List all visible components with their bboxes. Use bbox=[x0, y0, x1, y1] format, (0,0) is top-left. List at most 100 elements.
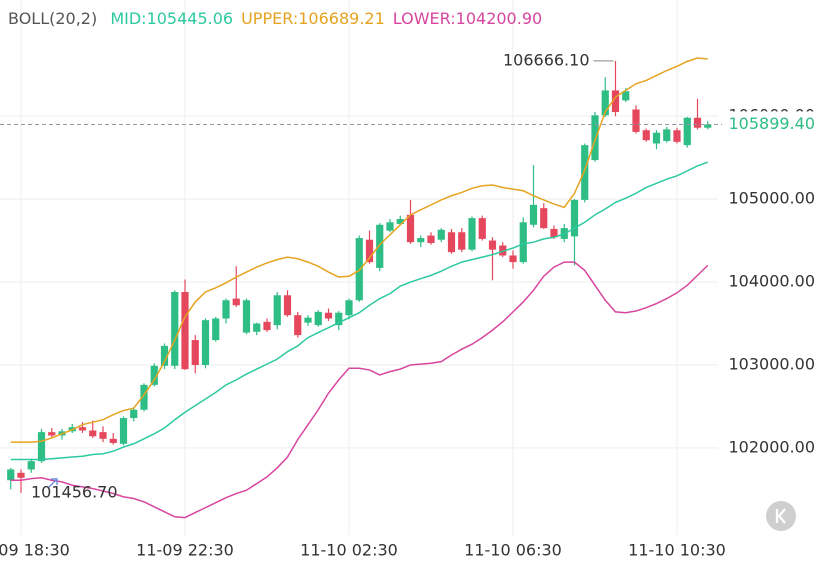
legend-name: UPPER bbox=[241, 9, 293, 28]
x-tick-label: 11-09 18:30 bbox=[0, 541, 70, 560]
legend-entry: LOWER:104200.90 bbox=[393, 9, 542, 28]
candle-body bbox=[232, 298, 240, 306]
button-bg[interactable] bbox=[766, 501, 796, 531]
legend-separator: : bbox=[141, 9, 146, 28]
candle-body bbox=[314, 311, 322, 326]
candle-body bbox=[150, 365, 158, 385]
candle-body bbox=[611, 90, 620, 112]
y-tick-label: 105000.00 bbox=[728, 189, 815, 208]
candle-body bbox=[263, 321, 271, 331]
candle-body bbox=[652, 132, 661, 144]
candle-body bbox=[581, 145, 589, 200]
candle-body bbox=[437, 229, 445, 240]
candle-body bbox=[191, 340, 199, 365]
indicator-values: MID:105445.06 UPPER:106689.21 LOWER:104200… bbox=[110, 9, 542, 28]
x-tick-label: 11-09 22:30 bbox=[136, 541, 234, 560]
current-price-tag bbox=[722, 111, 829, 138]
band-line bbox=[10, 261, 709, 519]
x-tick-label: 11-10 06:30 bbox=[464, 541, 562, 560]
candle-body bbox=[171, 291, 179, 366]
x-tick-label: 11-10 02:30 bbox=[300, 541, 398, 560]
candle-body bbox=[294, 315, 302, 336]
candle-body bbox=[17, 472, 25, 478]
y-tick-label: 102000.00 bbox=[728, 437, 815, 456]
candle-body bbox=[570, 199, 579, 237]
candle-body bbox=[222, 300, 230, 319]
candle-body bbox=[622, 91, 630, 101]
candle-body bbox=[519, 222, 527, 263]
candle-body bbox=[529, 204, 538, 225]
candle-body bbox=[376, 224, 384, 268]
indicator-header: BOLL(20,2) MID:105445.06 UPPER:106689.21 L… bbox=[8, 9, 542, 28]
legend-separator: : bbox=[450, 9, 455, 28]
candle-body bbox=[212, 318, 220, 341]
candle-body bbox=[509, 255, 517, 263]
candle-body bbox=[663, 129, 671, 142]
button-icon bbox=[775, 508, 786, 524]
candle-body bbox=[109, 438, 117, 443]
candle-body bbox=[283, 295, 292, 316]
candle-body bbox=[160, 345, 169, 366]
candle-body bbox=[130, 409, 138, 419]
legend-value: 104200.90 bbox=[456, 9, 543, 28]
candle-body bbox=[140, 384, 148, 410]
legend-entry: MID:105445.06 bbox=[110, 9, 233, 28]
candle-body bbox=[253, 323, 261, 332]
candle-body bbox=[427, 235, 435, 244]
candle-body bbox=[704, 124, 712, 128]
indicator-name: BOLL(20,2) bbox=[8, 9, 97, 28]
candle-body bbox=[78, 427, 87, 431]
candle-body bbox=[540, 208, 548, 229]
min-pointer bbox=[48, 478, 58, 488]
candle-body bbox=[591, 115, 599, 161]
candle-body bbox=[673, 130, 681, 142]
candle-body bbox=[499, 245, 507, 256]
candle-body bbox=[7, 469, 15, 481]
candle-body bbox=[335, 312, 343, 326]
candle-body bbox=[27, 461, 35, 470]
candle-body bbox=[478, 218, 486, 239]
legend-entry: UPPER:106689.21 bbox=[241, 9, 385, 28]
x-tick-label: 11-10 10:30 bbox=[628, 541, 726, 560]
candle-body bbox=[365, 239, 374, 263]
candle-body bbox=[37, 432, 46, 462]
candle-body bbox=[642, 130, 650, 141]
legend-value: 106689.21 bbox=[298, 9, 385, 28]
legend-name: MID bbox=[110, 9, 141, 28]
candle-body bbox=[119, 418, 128, 444]
legend-separator: : bbox=[293, 9, 298, 28]
band-line bbox=[10, 161, 709, 461]
candle-body bbox=[201, 320, 210, 365]
y-tick-label: 104000.00 bbox=[728, 272, 815, 291]
candle-body bbox=[550, 228, 558, 238]
max-label: 106666.10 bbox=[503, 50, 590, 69]
candle-body bbox=[89, 430, 97, 437]
candle-body bbox=[447, 232, 456, 253]
band-line bbox=[10, 57, 708, 443]
candle-body bbox=[304, 317, 312, 323]
candle-body bbox=[683, 117, 691, 146]
candle-body bbox=[99, 432, 107, 439]
candle-body bbox=[601, 90, 609, 116]
kline-toggle-button[interactable] bbox=[766, 501, 796, 531]
candle-body bbox=[242, 300, 251, 333]
plot-area bbox=[0, 0, 718, 535]
candle-body bbox=[396, 218, 404, 224]
legend-name: LOWER bbox=[393, 9, 451, 28]
candle-body bbox=[324, 312, 333, 319]
legend-value: 105445.06 bbox=[147, 9, 234, 28]
candle-body bbox=[48, 432, 56, 436]
candle-body bbox=[406, 214, 415, 243]
candle-body bbox=[273, 295, 281, 326]
candle-body bbox=[468, 218, 476, 250]
candle-body bbox=[181, 291, 189, 370]
candle-body bbox=[345, 300, 353, 316]
candle-body bbox=[417, 238, 425, 243]
candle-body bbox=[693, 117, 702, 128]
candle-body bbox=[458, 232, 466, 250]
candle-body bbox=[488, 240, 497, 250]
candle-body bbox=[355, 238, 363, 301]
candle-body bbox=[386, 222, 394, 231]
